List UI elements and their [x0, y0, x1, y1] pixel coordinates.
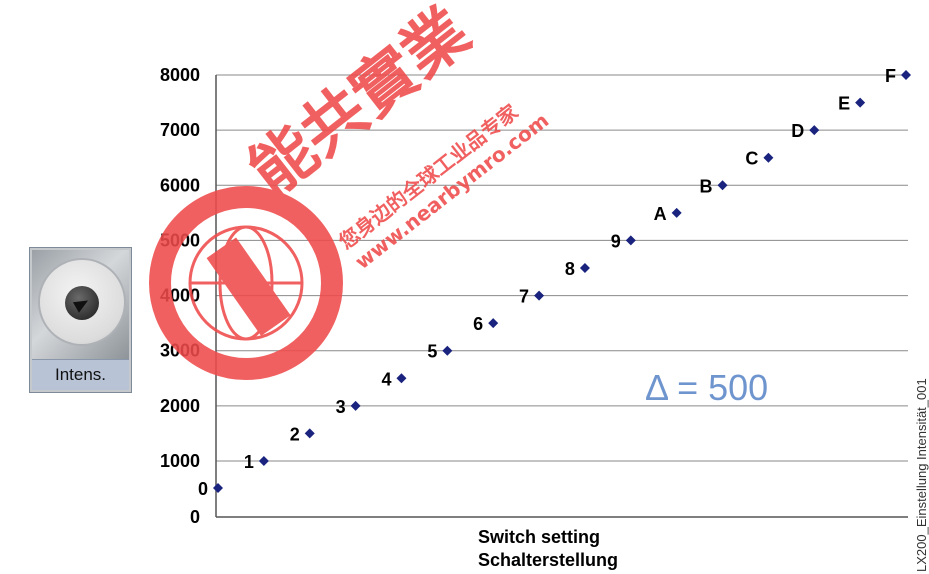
- watermark-bolt: [206, 237, 291, 336]
- data-point-label: 4: [381, 369, 391, 389]
- data-point-marker: [258, 456, 269, 466]
- data-point-marker: [213, 483, 223, 493]
- data-point-marker: [763, 152, 774, 163]
- switch-caption: Intens.: [32, 359, 129, 390]
- x-axis-label-en: Switch setting: [478, 527, 600, 547]
- data-point-label: D: [791, 121, 804, 141]
- dial-knob: [65, 286, 99, 320]
- data-point-marker: [442, 345, 453, 356]
- rotary-switch-photo: Intens.: [29, 247, 132, 393]
- data-point-marker: [350, 400, 361, 411]
- data-point-label: 3: [336, 397, 346, 417]
- data-point-marker: [534, 290, 545, 301]
- data-point-label: 8: [565, 259, 575, 279]
- data-point-label: B: [700, 176, 713, 196]
- y-tick-label: 6000: [160, 175, 200, 195]
- data-point-label: 6: [473, 314, 483, 334]
- y-tick-label: 2000: [160, 396, 200, 416]
- data-point-label: 5: [427, 342, 437, 362]
- data-points: 0 1 2 3 4 5 6 7 8 9 A B C D E F: [198, 66, 911, 499]
- data-point-marker: [579, 263, 590, 273]
- data-point-label: 7: [519, 287, 529, 307]
- data-point-label: E: [838, 94, 850, 114]
- watermark-logo: 能共實業 您身边的全球工业品专家 www.nearbymro.com: [149, 0, 553, 380]
- side-caption: LX200_Einstellung Intensität_001: [914, 378, 929, 572]
- data-point-marker: [396, 373, 407, 384]
- delta-annotation: Δ = 500: [645, 367, 768, 408]
- dial-arrow-icon: [72, 295, 92, 313]
- data-point-label: 2: [290, 424, 300, 444]
- data-point-label: C: [745, 149, 758, 169]
- y-tick-label: 1000: [160, 451, 200, 471]
- data-point-label: 1: [244, 452, 254, 472]
- data-point-marker: [304, 428, 315, 439]
- data-point-label: 0: [198, 479, 208, 499]
- rotary-dial: [40, 260, 124, 344]
- y-tick-label: 8000: [160, 65, 200, 85]
- data-point-marker: [488, 318, 499, 329]
- y-tick-label: 0: [190, 507, 200, 527]
- data-point-label: A: [654, 204, 667, 224]
- data-point-marker: [855, 97, 866, 108]
- data-point-marker: [671, 207, 682, 218]
- data-point-marker: [901, 70, 911, 80]
- data-point-marker: [809, 125, 820, 136]
- data-point-marker: [717, 180, 728, 191]
- x-axis-label-de: Schalterstellung: [478, 550, 618, 570]
- y-tick-label: 7000: [160, 120, 200, 140]
- switch-housing: [32, 250, 129, 360]
- data-point-label: 9: [611, 231, 621, 251]
- data-point-label: F: [885, 66, 896, 86]
- watermark-ring: [149, 186, 343, 380]
- data-point-marker: [625, 235, 636, 246]
